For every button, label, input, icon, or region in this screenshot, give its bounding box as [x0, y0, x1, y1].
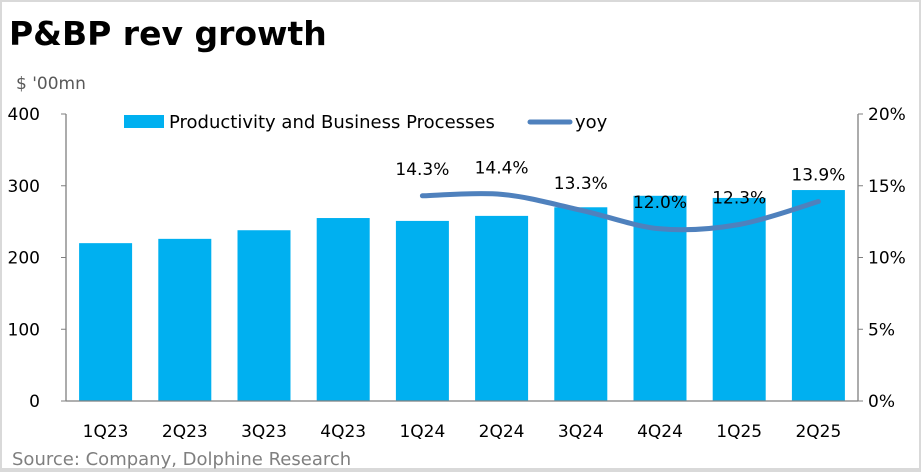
yoy-line — [419, 191, 821, 233]
bar-2Q25 — [791, 190, 845, 401]
yoy-data-label: 14.3% — [395, 160, 449, 180]
left-axis-tick-label: 400 — [8, 105, 40, 125]
yoy-data-label: 13.3% — [554, 174, 608, 194]
bar-2Q23 — [158, 238, 212, 401]
source-note: Source: Company, Dolphine Research — [12, 449, 352, 470]
x-axis-tick-label: 4Q23 — [320, 422, 366, 442]
y-axis-unit: $ '00mn — [16, 74, 86, 94]
bar-3Q24 — [554, 207, 608, 401]
x-axis-tick-label: 1Q25 — [716, 422, 762, 442]
left-axis-tick-label: 200 — [8, 249, 40, 269]
x-axis-tick-label: 3Q23 — [241, 422, 287, 442]
right-axis-tick-label: 20% — [868, 105, 906, 125]
bar-1Q24 — [395, 220, 449, 401]
right-axis-tick-label: 10% — [868, 249, 906, 269]
x-axis-tick-label: 1Q24 — [399, 422, 445, 442]
yoy-data-label: 14.4% — [475, 158, 529, 178]
bar-4Q23 — [316, 218, 370, 401]
left-axis-tick-label: 300 — [8, 177, 40, 197]
bar-3Q23 — [237, 230, 291, 401]
right-axis-tick-label: 15% — [868, 177, 906, 197]
right-axis-tick-label: 0% — [868, 392, 895, 412]
x-axis-tick-label: 3Q24 — [558, 422, 604, 442]
bar-1Q23 — [79, 243, 133, 401]
x-axis-tick-label: 2Q23 — [162, 422, 208, 442]
x-axis-tick-label: 2Q24 — [479, 422, 525, 442]
left-axis-tick-label: 0 — [29, 392, 40, 412]
bar-1Q25 — [712, 197, 766, 401]
x-axis-tick-label: 2Q25 — [795, 422, 841, 442]
legend-line-label: yoy — [575, 112, 608, 133]
right-axis-tick-label: 5% — [868, 320, 895, 340]
yoy-data-label: 12.0% — [633, 193, 687, 213]
bar-2Q24 — [475, 215, 529, 401]
chart-title: P&BP rev growth — [9, 14, 327, 53]
legend-bar-swatch — [124, 115, 164, 128]
left-axis-tick-label: 100 — [8, 320, 40, 340]
yoy-data-label: 12.3% — [712, 188, 766, 208]
x-axis-tick-label: 4Q24 — [637, 422, 683, 442]
legend-bar-label: Productivity and Business Processes — [169, 112, 495, 133]
x-axis-tick-label: 1Q23 — [83, 422, 129, 442]
yoy-data-label: 13.9% — [791, 166, 845, 186]
